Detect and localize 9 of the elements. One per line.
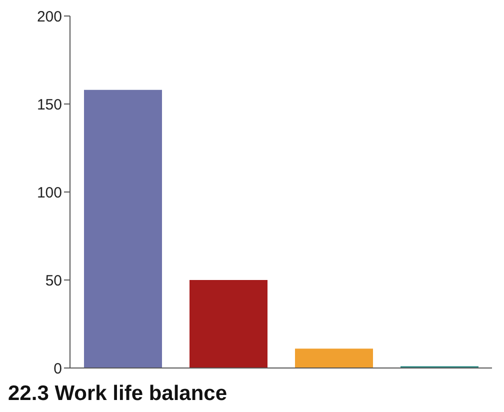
y-tick-label: 200 [36, 8, 62, 26]
y-tick-label: 150 [36, 96, 62, 114]
y-tick-label: 0 [54, 360, 62, 378]
bar [190, 280, 268, 368]
bar [84, 90, 162, 368]
y-tick-label: 50 [45, 272, 62, 290]
text: 22.3 Work life balance [8, 382, 228, 406]
bar [295, 348, 373, 368]
y-tick-label: 100 [36, 184, 62, 202]
